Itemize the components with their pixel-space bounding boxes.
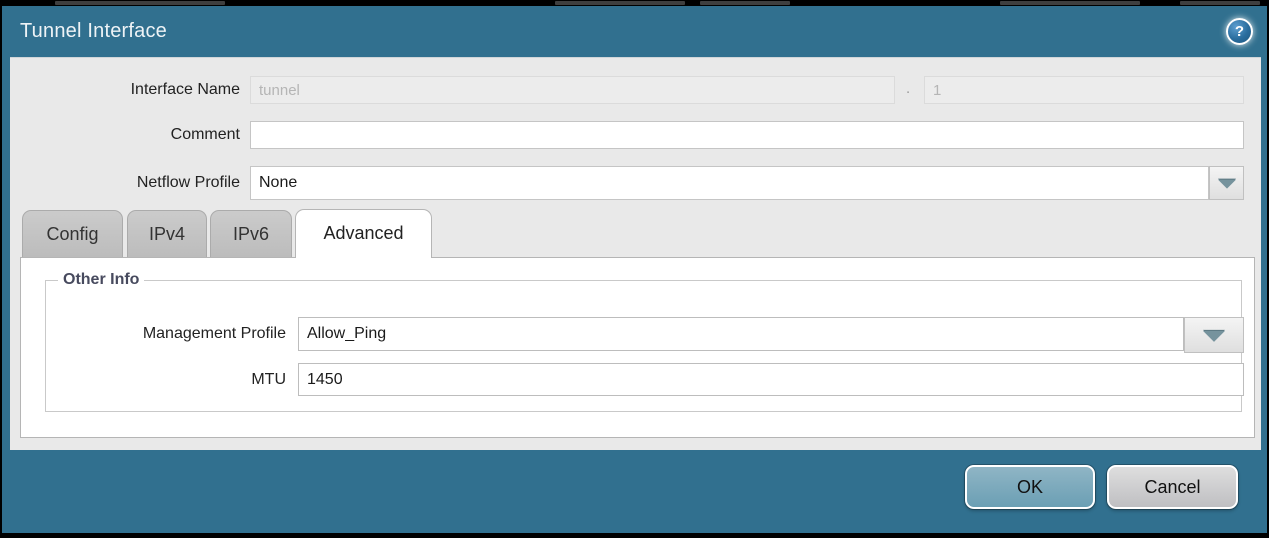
cancel-button[interactable]: Cancel	[1107, 465, 1238, 509]
dialog-title: Tunnel Interface	[20, 20, 167, 42]
tab-ipv6[interactable]: IPv6	[210, 210, 292, 257]
chevron-down-icon	[1217, 179, 1236, 189]
interface-name-separator: .	[906, 80, 911, 97]
other-info-group: Other Info Management Profile MTU	[45, 271, 1244, 412]
mtu-label: MTU	[251, 371, 286, 388]
mtu-input[interactable]	[298, 363, 1244, 396]
tab-ipv4[interactable]: IPv4	[127, 210, 207, 257]
netflow-profile-select[interactable]	[250, 166, 1209, 200]
management-profile-label: Management Profile	[142, 325, 286, 342]
background-page-clipped-text	[1000, 1, 1140, 5]
background-page-clipped-text	[700, 1, 790, 5]
help-icon[interactable]: ?	[1226, 18, 1253, 45]
background-page-clipped-text	[555, 1, 685, 5]
interface-unit-input	[924, 76, 1244, 104]
management-profile-select[interactable]	[298, 317, 1184, 351]
interface-name-label: Interface Name	[130, 81, 240, 98]
comment-input[interactable]	[250, 121, 1244, 149]
chevron-down-icon	[1203, 330, 1225, 342]
comment-label: Comment	[170, 126, 240, 143]
netflow-profile-dropdown-button[interactable]	[1209, 166, 1244, 200]
other-info-legend: Other Info	[58, 271, 145, 289]
background-page-clipped-text	[1180, 1, 1260, 5]
dialog-window: Tunnel Interface ? Interface Name . Comm…	[2, 6, 1267, 533]
ok-button[interactable]: OK	[965, 465, 1095, 509]
netflow-profile-label: Netflow Profile	[136, 174, 240, 191]
tab-config[interactable]: Config	[22, 210, 123, 257]
advanced-tab-panel: Other Info Management Profile MTU	[20, 257, 1255, 438]
management-profile-dropdown-button[interactable]	[1184, 317, 1244, 353]
interface-name-input	[250, 76, 895, 104]
tab-advanced[interactable]: Advanced	[295, 209, 432, 258]
background-page-clipped-text	[55, 1, 225, 5]
dialog-body: Interface Name . Comment Netflow Profile…	[10, 57, 1261, 450]
